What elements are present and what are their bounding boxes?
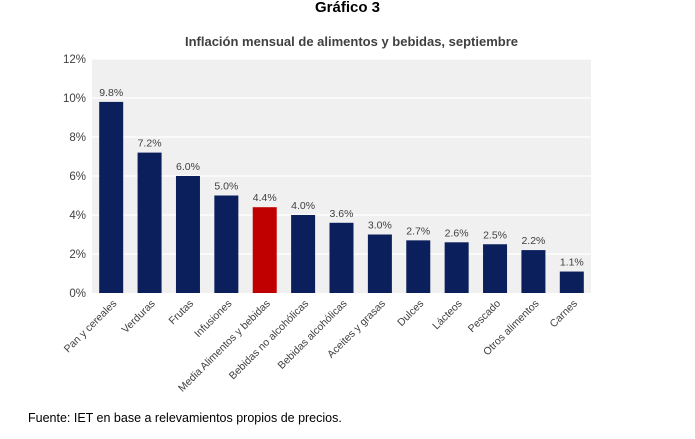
- data-label: 5.0%: [214, 181, 238, 193]
- bar: [252, 207, 277, 293]
- chart-title: Inflación mensual de alimentos y bebidas…: [185, 34, 518, 49]
- bars: [99, 101, 584, 294]
- data-label: 6.0%: [176, 161, 200, 173]
- data-label: 4.0%: [291, 200, 315, 212]
- x-axis-ticks: Pan y cereales Verduras FrutasInfusionesMe…: [62, 298, 580, 395]
- bar: [559, 271, 584, 293]
- x-tick-label: Carnes: [548, 298, 580, 330]
- bar: [99, 101, 124, 294]
- y-tick-label: 10%: [63, 93, 86, 105]
- x-tick-label: Lácteos: [430, 298, 464, 332]
- data-label: 3.6%: [330, 208, 354, 220]
- data-label: 2.6%: [445, 227, 469, 239]
- data-label: 2.5%: [483, 229, 507, 241]
- source-note: Fuente: IET en base a relevamientos prop…: [28, 411, 342, 425]
- figure-heading: Gráfico 3: [314, 0, 381, 16]
- data-label: 2.7%: [406, 225, 430, 237]
- bar: [483, 244, 508, 293]
- y-axis-ticks: 0% 2% 4% 6% 8% 10% 12%: [63, 54, 86, 300]
- x-tick-label: Pescado: [466, 298, 503, 335]
- bar: [291, 215, 316, 293]
- bar: [329, 222, 354, 293]
- data-label: 4.4%: [253, 192, 277, 204]
- bar: [137, 152, 162, 293]
- y-tick-label: 6%: [69, 171, 86, 183]
- y-tick-label: 2%: [69, 249, 86, 261]
- bar-chart: 0% 2% 4% 6% 8% 10% 12% 9.8% 7.2% 6.0% 5.0% 4.4% 4.0…: [62, 34, 591, 395]
- bar: [214, 195, 239, 293]
- bar: [175, 176, 200, 293]
- bar: [444, 242, 469, 293]
- data-label: 9.8%: [99, 87, 123, 99]
- y-tick-label: 4%: [69, 210, 86, 222]
- y-tick-label: 8%: [69, 132, 86, 144]
- data-labels: 9.8% 7.2% 6.0% 5.0% 4.4% 4.0% 3.6% 3.0% 2.7% 2.6%…: [99, 87, 584, 269]
- y-tick-label: 12%: [63, 54, 86, 66]
- bar: [521, 250, 546, 293]
- x-tick-label: Bebidas alcohólicas: [276, 298, 350, 372]
- data-label: 7.2%: [138, 138, 162, 150]
- x-tick-label: Dulces: [395, 298, 426, 329]
- x-tick-label: Pan y cereales: [62, 298, 120, 356]
- bar: [367, 234, 392, 293]
- y-tick-label: 0%: [69, 288, 86, 300]
- bar: [406, 240, 431, 293]
- x-tick-label: Frutas: [167, 298, 197, 328]
- x-tick-label: Verduras: [119, 298, 157, 336]
- data-label: 1.1%: [560, 257, 584, 269]
- data-label: 3.0%: [368, 220, 392, 232]
- data-label: 2.2%: [521, 235, 545, 247]
